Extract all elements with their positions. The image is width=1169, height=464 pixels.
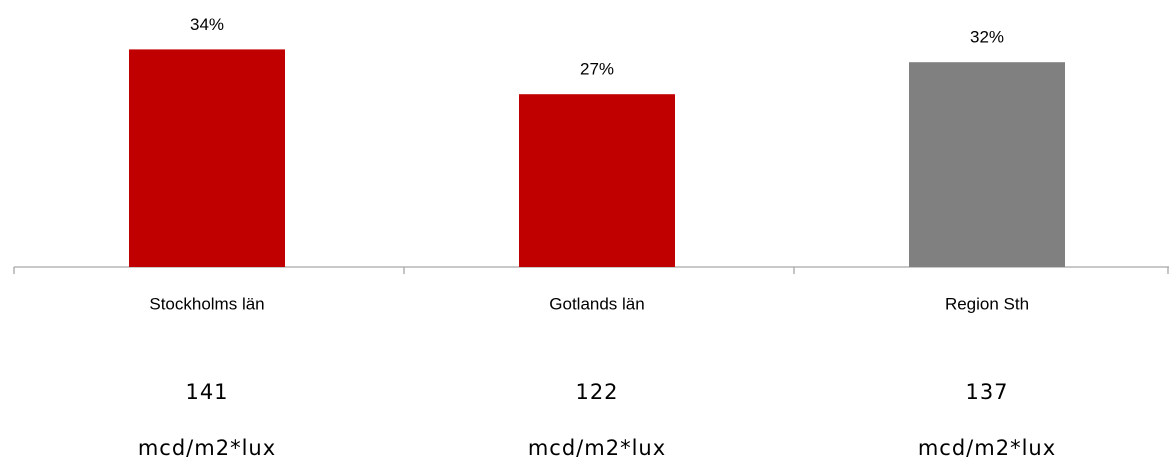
x-tick-label: Stockholms län bbox=[149, 294, 264, 313]
bar bbox=[519, 94, 675, 267]
luminance-unit: mcd/m2*lux bbox=[528, 436, 666, 460]
bar bbox=[909, 62, 1065, 268]
x-tick-label: Gotlands län bbox=[549, 294, 644, 313]
x-tick-label: Region Sth bbox=[945, 294, 1029, 313]
luminance-unit: mcd/m2*lux bbox=[918, 436, 1056, 460]
value-label: 27% bbox=[580, 60, 614, 79]
luminance-value: 137 bbox=[965, 380, 1008, 404]
luminance-value: 122 bbox=[575, 380, 618, 404]
luminance-unit: mcd/m2*lux bbox=[138, 436, 276, 460]
value-label: 32% bbox=[970, 28, 1004, 47]
value-label: 34% bbox=[190, 15, 224, 34]
bar bbox=[129, 49, 285, 268]
luminance-value: 141 bbox=[185, 380, 228, 404]
